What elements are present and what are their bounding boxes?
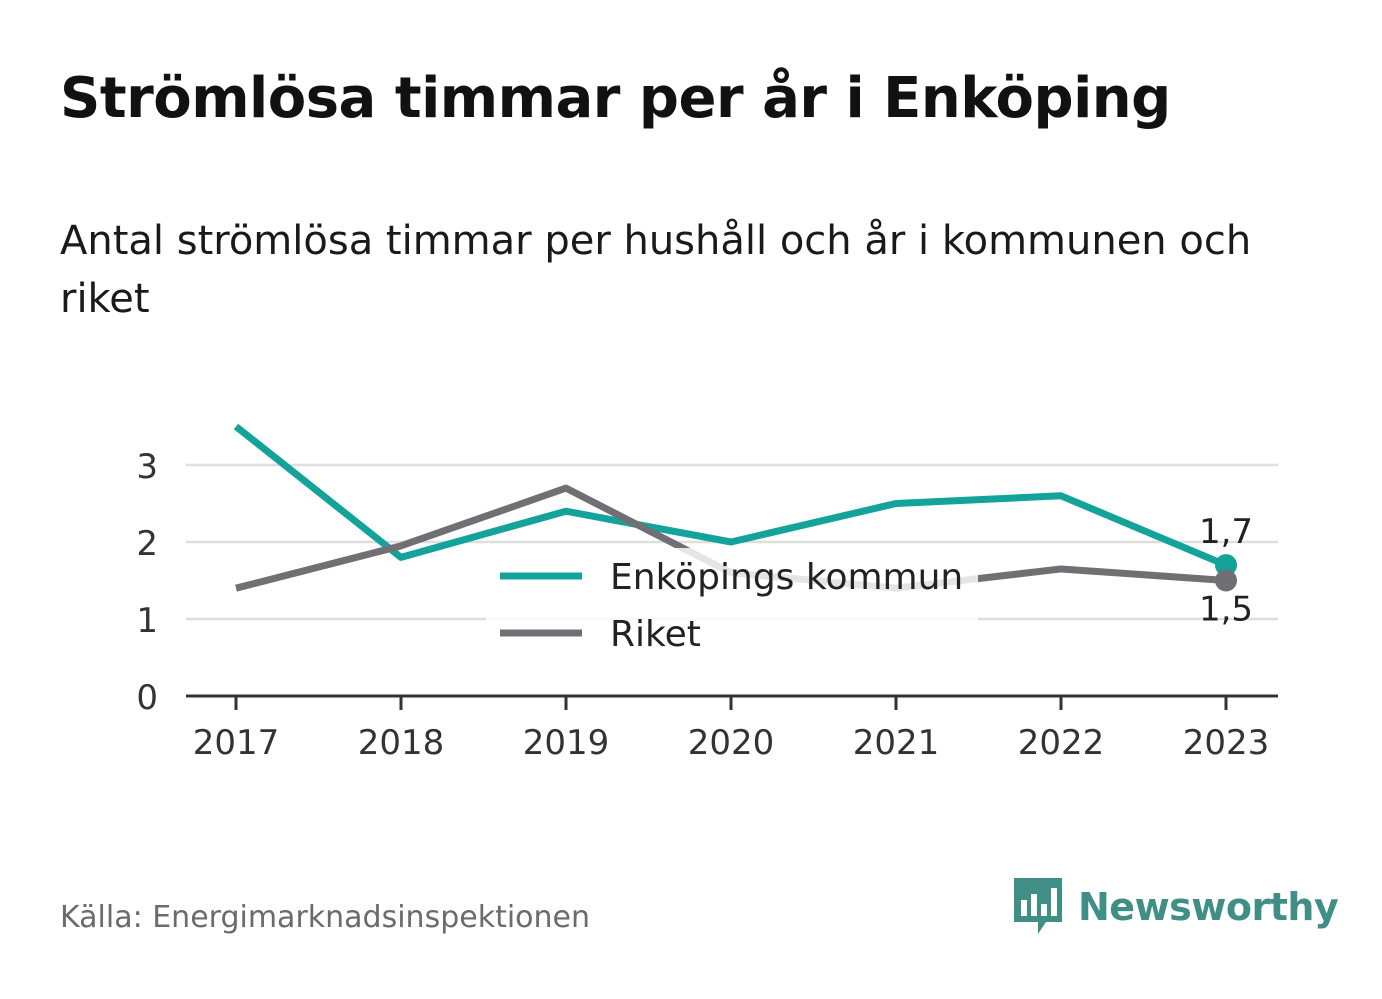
legend-background — [486, 548, 978, 672]
y-axis-ticks: 0 1 2 3 — [136, 447, 158, 718]
end-value-label: 1,5 — [1199, 590, 1253, 630]
legend-label: Enköpings kommun — [610, 557, 963, 598]
newsworthy-logo-icon — [1014, 878, 1062, 934]
chart-title: Strömlösa timmar per år i Enköping — [60, 66, 1171, 131]
y-tick-label: 2 — [136, 524, 158, 564]
end-marker — [1215, 569, 1237, 592]
chart-subtitle: Antal strömlösa timmar per hushåll och å… — [60, 218, 1252, 322]
end-value-label: 1,7 — [1199, 512, 1253, 552]
x-tick-label: 2018 — [358, 723, 445, 763]
source-note: Källa: Energimarknadsinspektionen — [60, 900, 591, 935]
x-tick-label: 2020 — [688, 723, 775, 763]
brand-name: Newsworthy — [1078, 885, 1339, 929]
y-tick-label: 1 — [136, 601, 158, 641]
end-marker — [1215, 554, 1237, 577]
x-tick-label: 2019 — [523, 723, 610, 763]
x-tick-label: 2023 — [1183, 723, 1270, 763]
legend: Enköpings kommun Riket — [486, 548, 978, 672]
series-line — [233, 423, 1228, 569]
x-tick-label: 2022 — [1018, 723, 1105, 763]
brand-logo: Newsworthy — [1010, 876, 1339, 938]
end-markers: 1,7 1,5 — [1199, 512, 1253, 629]
x-axis-ticks: 2017 2018 2019 2020 2021 2022 2023 — [193, 696, 1270, 763]
y-tick-label: 3 — [136, 447, 158, 487]
x-tick-label: 2017 — [193, 723, 280, 763]
x-tick-label: 2021 — [853, 723, 940, 763]
legend-label: Riket — [610, 614, 701, 655]
y-tick-label: 0 — [136, 678, 158, 718]
